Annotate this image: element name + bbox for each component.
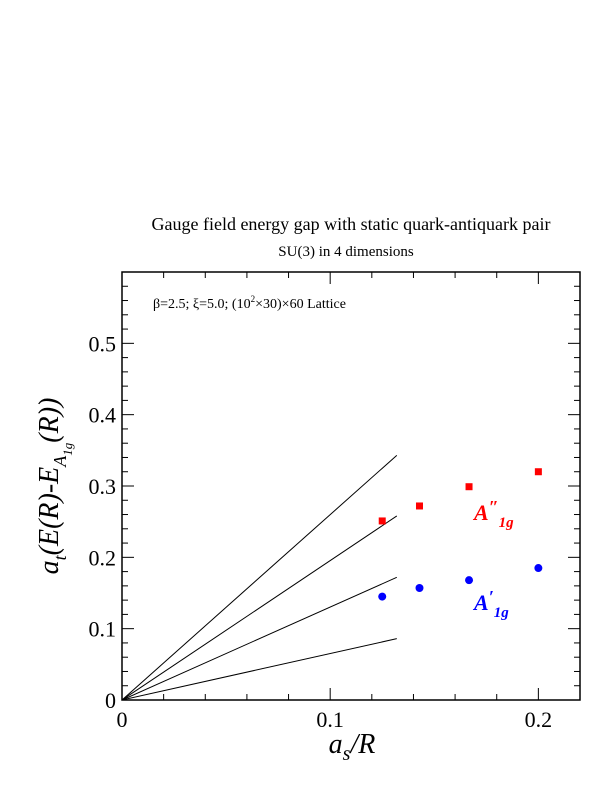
data-point-square (534, 468, 542, 476)
y-axis-label-post: (R)) (34, 398, 65, 443)
data-point-square (415, 502, 423, 510)
series-label-prime: ′ (489, 587, 494, 607)
plot-frame (121, 271, 581, 701)
reference-line (121, 515, 398, 701)
y-axis-label-pre: a (34, 560, 65, 574)
reference-line (121, 638, 397, 701)
reference-lines (121, 454, 398, 701)
y-tick-label: 0.1 (89, 617, 117, 642)
lattice-annotation: β=2.5; ξ=5.0; (102×30)×60 Lattice (153, 294, 346, 312)
lattice-annotation-suffix: ×30)×60 Lattice (255, 297, 346, 312)
x-tick-label: 0.2 (525, 707, 553, 732)
y-tick-label: 0.4 (89, 403, 117, 428)
data-point-circle (465, 576, 474, 585)
y-tick-label: 0.2 (89, 545, 117, 570)
tick-labels: 0 0.1 0.2 0 0.1 0.2 0.3 0.4 0.5 (89, 331, 553, 732)
chart-title: Gauge field energy gap with static quark… (151, 214, 550, 234)
x-axis-label: as/R (329, 729, 376, 765)
x-axis-label-main: a (329, 729, 343, 760)
x-tick-label: 0 (117, 707, 128, 732)
y-tick-label: 0.3 (89, 474, 117, 499)
series-label-sub: 1g (494, 605, 510, 621)
lattice-annotation-prefix: β=2.5; ξ=5.0; (10 (153, 297, 251, 312)
data-point-square (378, 517, 386, 525)
series-label-prime: ″ (489, 497, 499, 517)
data-points (378, 468, 543, 601)
x-axis-label-rest: /R (348, 729, 375, 760)
series-label-a1g-prime: A′1g (472, 587, 509, 621)
reference-line (121, 576, 398, 701)
series-label-sub: 1g (499, 515, 515, 531)
lattice-annotation-sup: 2 (251, 294, 256, 304)
data-point-circle (534, 564, 543, 573)
x-tick-label: 0.1 (316, 707, 344, 732)
x-axis-label-sub: s (343, 743, 351, 765)
y-axis-label: at(E(R)-EA1g(R)) (34, 398, 75, 575)
axis-ticks (121, 271, 581, 701)
y-axis-label-sub-t: t (50, 554, 70, 560)
data-point-circle (378, 592, 387, 601)
y-axis-label-sub-a: A (50, 455, 70, 468)
chart-subtitle: SU(3) in 4 dimensions (278, 244, 414, 260)
series-label-main: A (472, 590, 489, 615)
y-axis-label-sub-1g: 1g (60, 442, 75, 456)
reference-line (121, 454, 398, 701)
data-point-circle (415, 584, 424, 593)
y-axis-label-mid: (E(R)-E (34, 467, 65, 556)
data-point-square (465, 483, 473, 491)
series-label-a1g-double-prime: A″1g (472, 497, 514, 531)
series-label-main: A (472, 500, 489, 525)
y-tick-label: 0 (105, 688, 116, 713)
y-tick-label: 0.5 (89, 331, 117, 356)
